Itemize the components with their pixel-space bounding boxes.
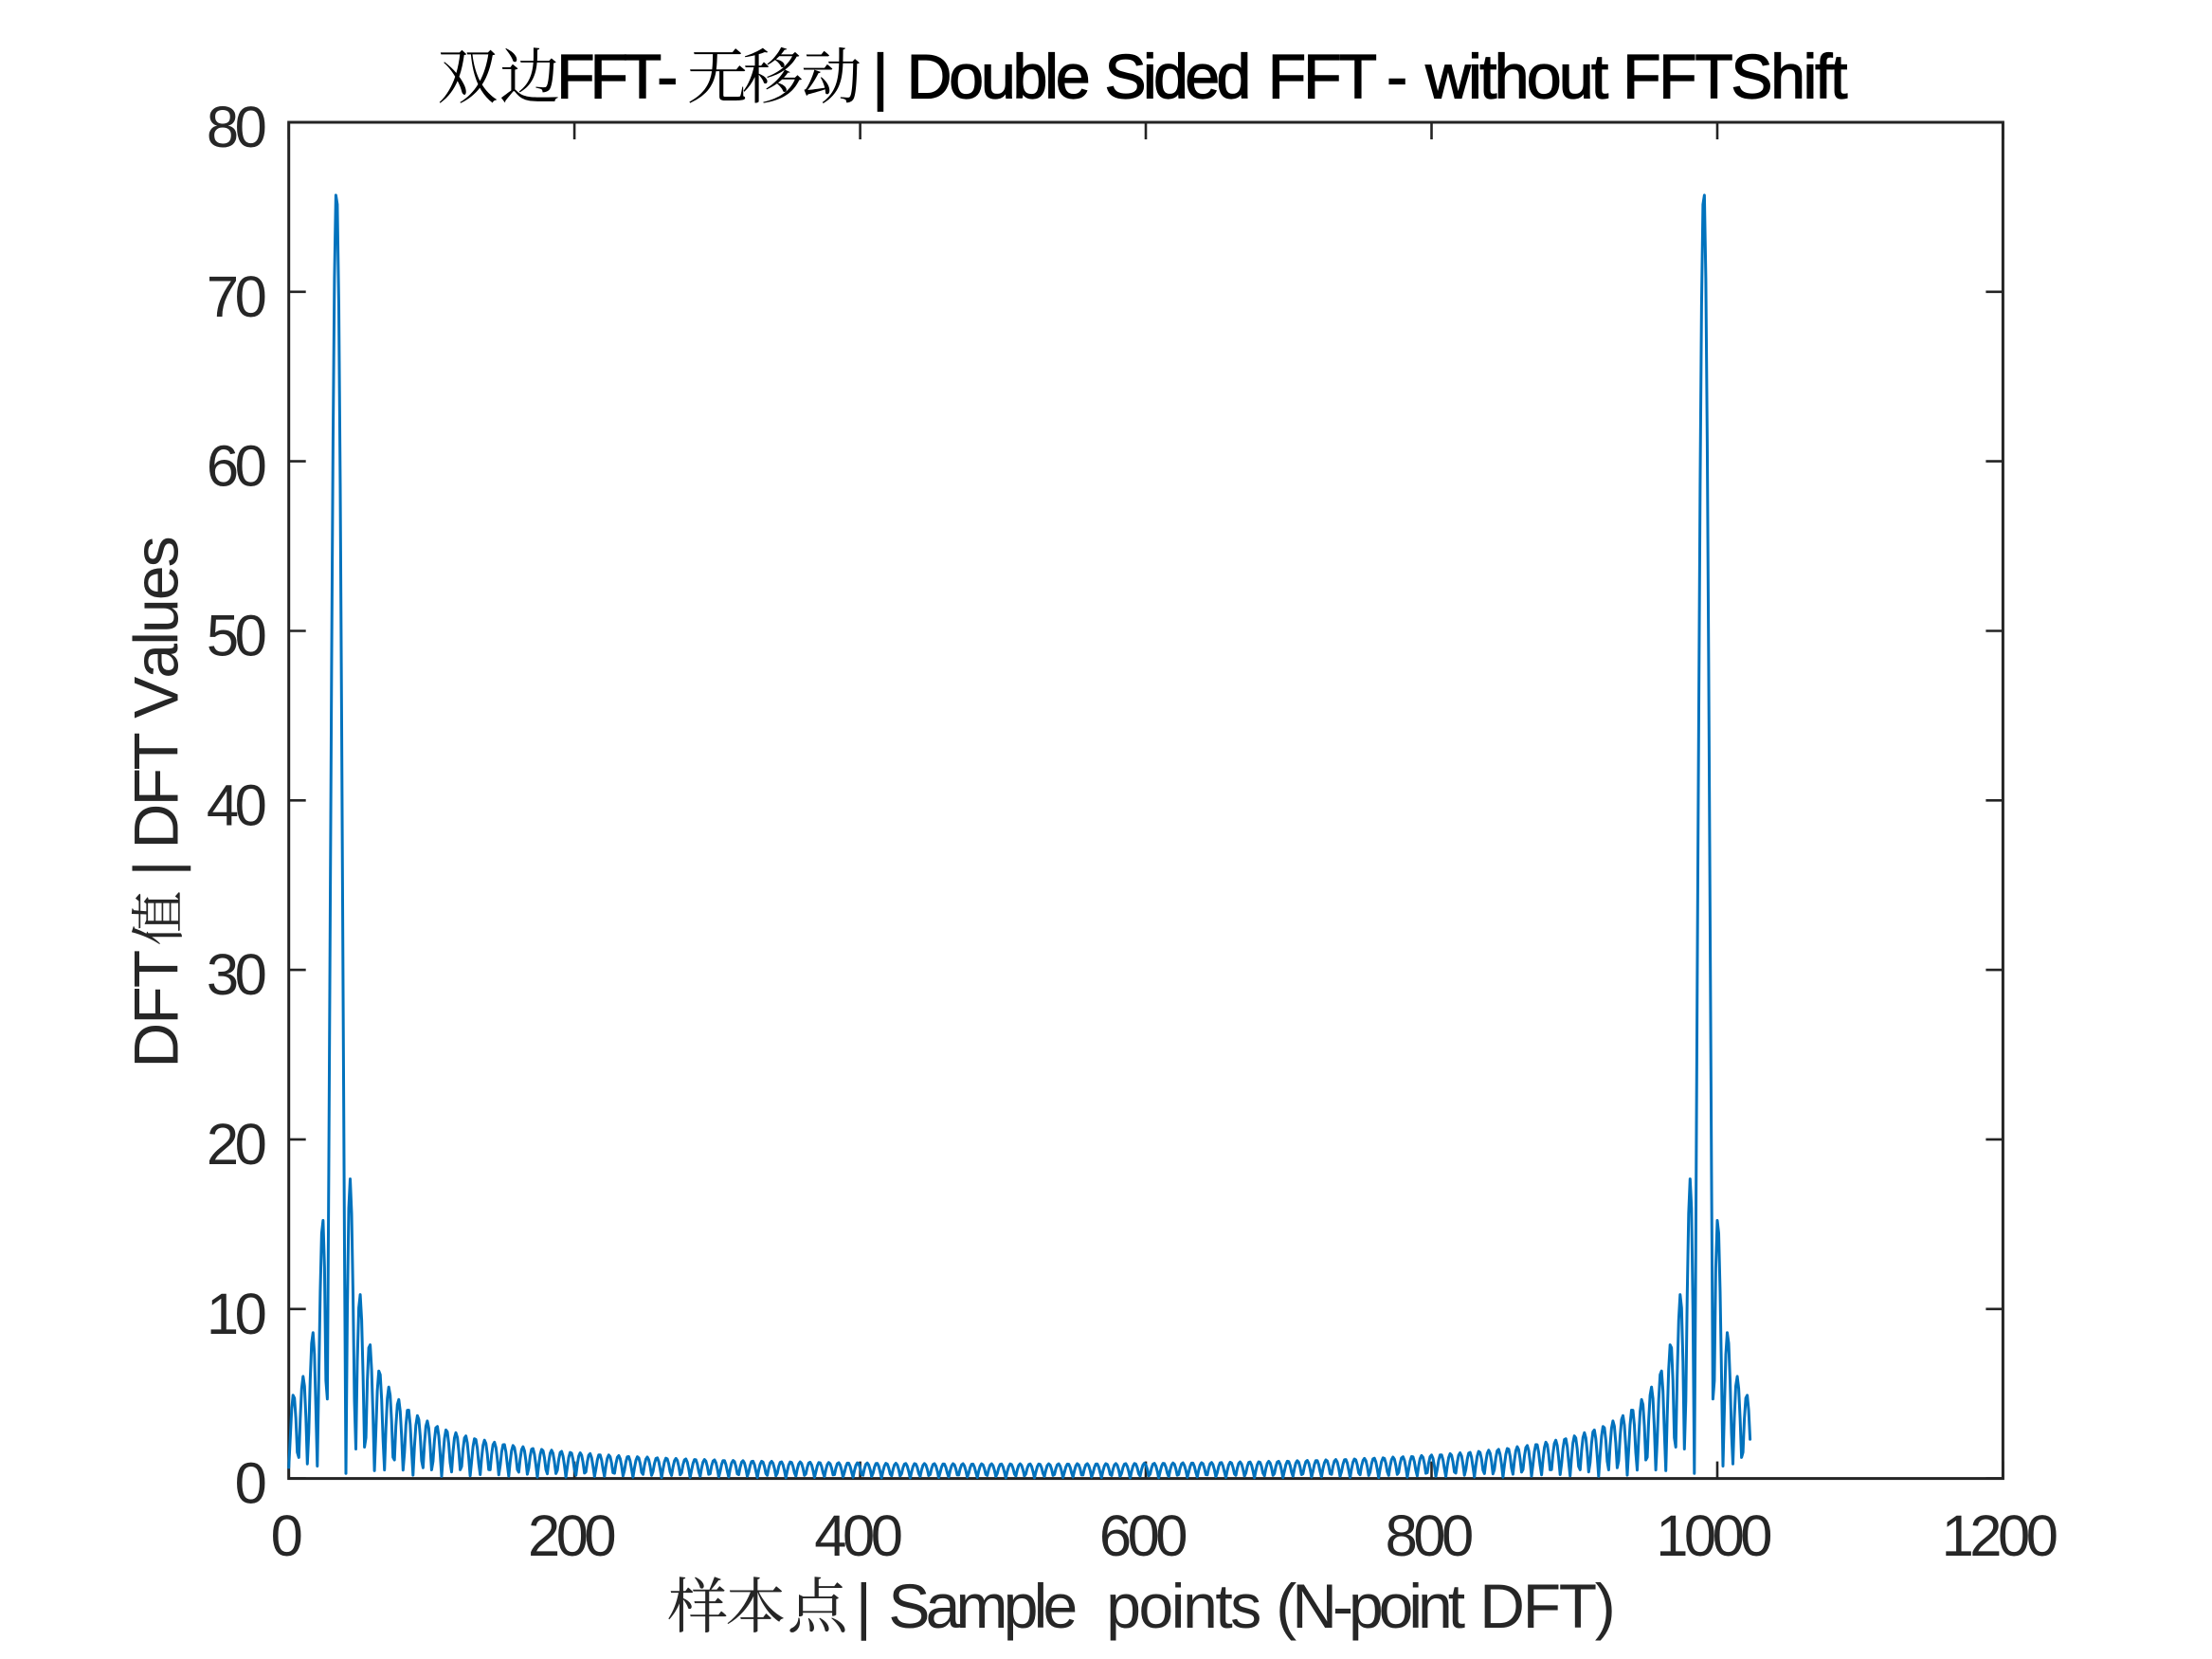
svg-text:Sided: Sided [1105,42,1248,112]
svg-text:0: 0 [235,1451,267,1517]
svg-text:800: 800 [1386,1504,1472,1569]
svg-text:30: 30 [207,942,265,1008]
svg-text:1000: 1000 [1656,1504,1770,1569]
svg-text:(N-point: (N-point [1276,1571,1464,1641]
svg-text:Values: Values [121,538,191,719]
svg-text:Sample: Sample [888,1571,1075,1641]
svg-text:|: | [872,42,888,112]
svg-text:DFT: DFT [121,733,191,848]
svg-text:50: 50 [207,604,265,669]
svg-text:|: | [856,1571,872,1641]
svg-text:without: without [1424,42,1608,112]
svg-text:10: 10 [207,1282,265,1347]
svg-text:60: 60 [207,434,265,500]
svg-text:70: 70 [207,264,265,330]
svg-text:20: 20 [207,1112,265,1177]
svg-text:FFTShift: FFTShift [1623,42,1847,112]
svg-text:Double: Double [907,42,1088,112]
svg-text:DFT): DFT) [1479,1571,1613,1641]
svg-text:DFT: DFT [121,951,191,1067]
svg-text:-: - [1387,42,1407,112]
svg-text:40: 40 [207,773,265,838]
svg-text:80: 80 [207,95,265,160]
svg-text:points: points [1106,1571,1260,1641]
svg-text:600: 600 [1099,1504,1186,1569]
svg-text:400: 400 [814,1504,900,1569]
svg-text:200: 200 [528,1504,614,1569]
svg-text:0: 0 [271,1504,303,1569]
svg-text:1200: 1200 [1942,1504,2057,1569]
svg-text:|: | [121,860,191,876]
svg-text:FFT: FFT [1268,42,1376,112]
svg-text:FFT-: FFT- [556,42,676,112]
